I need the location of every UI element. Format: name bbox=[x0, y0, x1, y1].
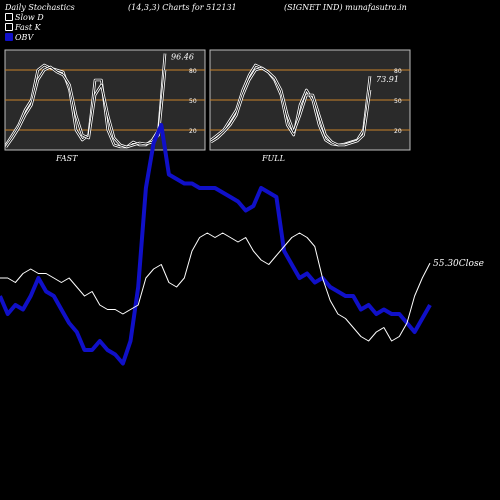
legend-fast-k: Fast K bbox=[5, 23, 41, 32]
full-last-value: 73.91 bbox=[376, 75, 399, 84]
full-tick-80: 80 bbox=[394, 68, 402, 75]
legend-fast-k-label: Fast K bbox=[15, 23, 41, 32]
chart-company: (SIGNET IND) munafasutra.in bbox=[284, 3, 407, 12]
legend-obv-label: OBV bbox=[15, 33, 34, 42]
close-value-label: 55.30Close bbox=[433, 259, 484, 269]
fast-last-value: 96.46 bbox=[171, 53, 194, 62]
fast-panel-label: FAST bbox=[56, 154, 78, 163]
full-panel-label: FULL bbox=[262, 154, 285, 163]
legend-obv: OBV bbox=[5, 33, 33, 42]
obv-line bbox=[0, 123, 432, 366]
full-tick-50: 50 bbox=[394, 98, 402, 105]
chart-params: (14,3,3) Charts for 512131 bbox=[128, 3, 237, 12]
legend-slow-d: Slow D bbox=[5, 13, 44, 22]
obv-swatch bbox=[5, 33, 13, 41]
close-line bbox=[0, 232, 431, 342]
fast-tick-80: 80 bbox=[189, 68, 197, 75]
fast-tick-20: 20 bbox=[189, 128, 197, 135]
chart-title: Daily Stochastics bbox=[5, 3, 75, 12]
fast-series-1-line bbox=[5, 66, 166, 148]
fast-k-swatch bbox=[5, 23, 13, 31]
legend-slow-d-label: Slow D bbox=[15, 13, 44, 22]
full-tick-20: 20 bbox=[394, 128, 402, 135]
slow-d-swatch bbox=[5, 13, 13, 21]
full-series-1-line bbox=[210, 67, 371, 146]
fast-tick-50: 50 bbox=[189, 98, 197, 105]
